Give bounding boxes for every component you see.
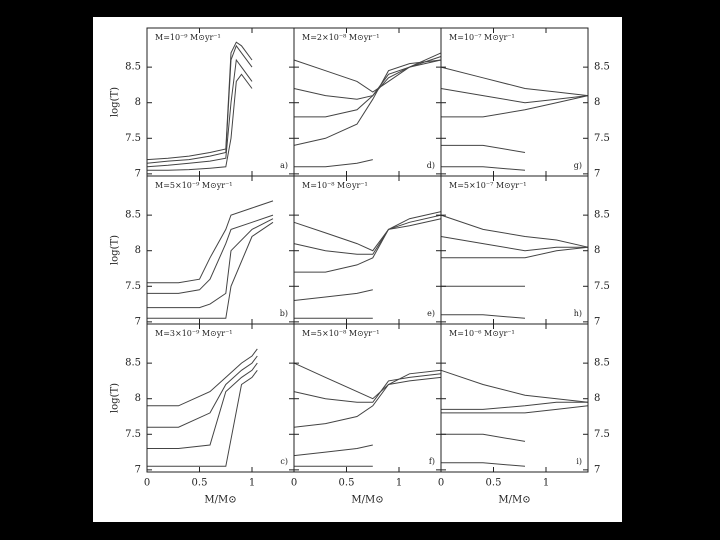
y-tick-label: 8 [594,393,600,404]
model-curve [293,214,442,255]
model-curve [441,246,589,259]
x-tick-label: 0 [291,478,297,489]
x-axis-label: M/M⊙ [204,495,236,506]
x-tick-label: 0.5 [339,478,355,489]
y-tick-label: 8.5 [594,210,610,221]
x-tick-label: 0 [144,478,150,489]
model-curve [146,58,253,168]
panel-annotation: M=10⁻⁹ M⊙yr⁻¹ [155,33,221,42]
y-tick-label: 7.5 [594,429,610,440]
panel-annotation: M=3×10⁻⁹ M⊙yr⁻¹ [155,329,233,338]
model-curve [293,289,373,301]
model-curve [441,314,526,319]
model-curve [147,370,258,467]
panel-label: i) [576,457,582,466]
model-curve [441,462,526,467]
model-curve [147,221,274,319]
y-tick-label: 8 [135,245,141,256]
panel-label: b) [280,309,288,318]
model-curve [440,214,589,248]
panel-annotation: M=5×10⁻⁹ M⊙yr⁻¹ [155,181,233,190]
model-curve [293,211,442,252]
y-tick-label: 7.5 [125,429,141,440]
panel-annotation: M=10⁻⁶ M⊙yr⁻¹ [449,329,515,338]
y-tick-label: 8 [594,245,600,256]
y-tick-label: 7.5 [125,133,141,144]
y-tick-label: 8.5 [125,210,141,221]
figure-background [93,17,622,522]
model-curve [293,373,442,403]
model-curve [147,73,253,171]
y-tick-label: 7 [594,464,600,475]
y-tick-label: 8 [135,393,141,404]
panel-annotation: M=5×10⁻⁸ M⊙yr⁻¹ [302,329,380,338]
panel-annotation: M=10⁻⁷ M⊙yr⁻¹ [449,33,515,42]
panel-label: a) [280,161,288,170]
model-curve [294,59,442,118]
x-tick-label: 1 [543,478,549,489]
model-curve [294,159,373,168]
model-curve [441,166,526,171]
y-tick-label: 8.5 [125,358,141,369]
x-axis-label: M/M⊙ [498,495,530,506]
panel-label: h) [574,309,582,318]
model-curve [147,200,274,284]
model-curve [441,401,588,410]
panel-label: d) [427,161,435,170]
model-curve [441,405,589,414]
model-curve [440,369,589,403]
y-tick-label: 8.5 [594,358,610,369]
x-tick-label: 0 [438,478,444,489]
y-tick-label: 7 [135,464,141,475]
model-curve [294,218,442,273]
y-tick-label: 7.5 [594,133,610,144]
y-tick-label: 7 [594,168,600,179]
panel-label: c) [280,457,288,466]
x-tick-label: 1 [249,478,255,489]
model-curve [293,444,373,457]
model-curve [441,144,526,153]
model-curve [293,376,442,428]
x-tick-label: 1 [396,478,402,489]
y-axis-label: log(T) [110,87,121,117]
panel-label: g) [574,161,582,170]
model-curve [146,44,253,164]
y-tick-label: 7 [594,316,600,327]
panel-frame [440,323,589,473]
panel-label: f) [429,457,435,466]
y-tick-label: 7 [135,316,141,327]
x-tick-label: 0.5 [486,478,502,489]
model-curve [147,355,258,428]
model-curve [441,433,526,442]
y-axis-label: log(T) [110,383,121,413]
panel-annotation: M=10⁻⁸ M⊙yr⁻¹ [302,181,368,190]
model-curve [293,362,442,400]
y-tick-label: 8.5 [594,62,610,73]
y-axis-label: log(T) [110,235,121,265]
model-curve [147,214,274,294]
x-tick-label: 0.5 [192,478,208,489]
model-curve [293,59,442,146]
model-curve [440,88,589,104]
y-tick-label: 7 [135,168,141,179]
y-tick-label: 8 [135,97,141,108]
model-curve [147,348,258,407]
model-curve [440,236,588,252]
y-tick-label: 8.5 [125,62,141,73]
x-axis-label: M/M⊙ [351,495,383,506]
y-tick-label: 7.5 [125,281,141,292]
y-tick-label: 8 [594,97,600,108]
panel-label: e) [427,309,435,318]
model-curve [147,362,258,449]
model-curve [441,95,589,118]
model-curve [147,218,274,309]
panel-annotation: M=5×10⁻⁷ M⊙yr⁻¹ [449,181,527,190]
panel-annotation: M=2×10⁻⁸ M⊙yr⁻¹ [302,33,380,42]
y-tick-label: 7.5 [594,281,610,292]
model-curve [440,66,589,97]
